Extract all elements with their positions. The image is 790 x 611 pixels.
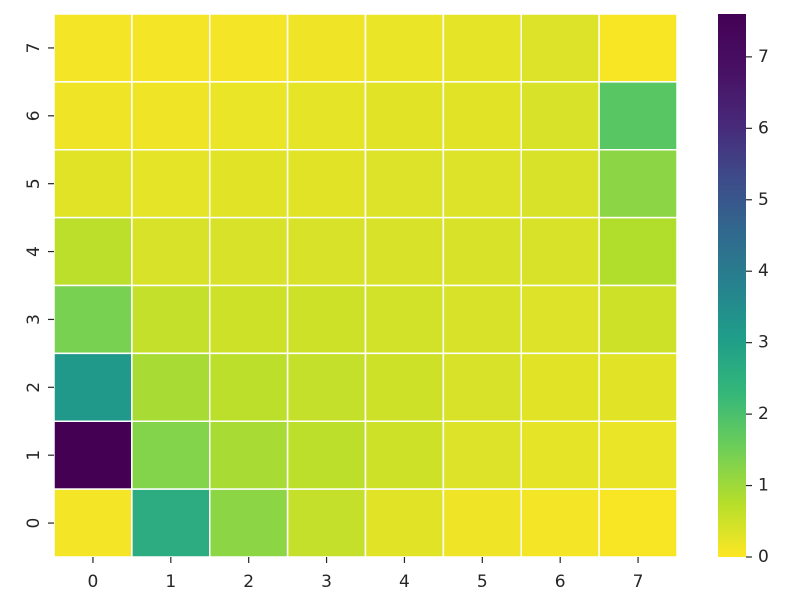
x-tick-label: 3 <box>321 572 332 592</box>
colorbar-tick-label: 0 <box>758 547 769 567</box>
x-tick-label: 0 <box>88 572 99 592</box>
x-tick-label: 7 <box>633 572 644 592</box>
heatmap-cell-y5-x5 <box>442 149 522 219</box>
heatmap-cell-y5-x6 <box>520 149 600 219</box>
y-axis-ticks: 7 6 5 4 3 2 1 0 <box>24 43 54 529</box>
y-tick-label: 3 <box>24 314 44 325</box>
heatmap-cell-y4-x5 <box>442 216 522 287</box>
heatmap-cell-y7-x0 <box>53 13 133 83</box>
heatmap-cell-y4-x2 <box>209 216 289 287</box>
colorbar-tick-label: 1 <box>758 476 769 496</box>
x-tick-label: 1 <box>165 572 176 592</box>
x-tick-label: 6 <box>555 572 566 592</box>
heatmap-cell-y0-x1 <box>131 488 211 558</box>
heatmap-cell-y6-x2 <box>209 81 289 151</box>
heatmap-cell-y3-x1 <box>131 284 211 355</box>
heatmap-cell-y2-x4 <box>364 352 445 422</box>
colorbar-tick-label: 7 <box>758 47 769 67</box>
heatmap-cell-y1-x5 <box>442 420 522 490</box>
heatmap-cell-y6-x0 <box>53 81 133 151</box>
heatmap-cell-y1-x1 <box>131 420 211 490</box>
colorbar <box>718 14 746 557</box>
heatmap-cell-y7-x5 <box>442 13 522 83</box>
heatmap-cell-y0-x6 <box>520 488 600 558</box>
heatmap-cell-y3-x3 <box>286 284 367 355</box>
heatmap-cell-y0-x5 <box>442 488 522 558</box>
colorbar-tick-label: 5 <box>758 190 769 210</box>
y-tick-label: 5 <box>24 178 44 189</box>
y-tick-label: 6 <box>24 110 44 121</box>
heatmap-cell-y4-x0 <box>53 216 133 287</box>
x-tick-label: 4 <box>399 572 410 592</box>
heatmap-cell-y4-x3 <box>286 216 367 287</box>
heatmap-cell-y3-x7 <box>598 284 678 355</box>
heatmap-cell-y7-x1 <box>131 13 211 83</box>
heatmap-cell-y6-x7 <box>598 81 678 151</box>
heatmap-cell-y5-x0 <box>53 149 133 219</box>
heatmap-cell-y0-x2 <box>209 488 289 558</box>
heatmap-cell-y1-x3 <box>286 420 367 490</box>
heatmap-cell-y5-x3 <box>286 149 367 219</box>
colorbar-tick-label: 6 <box>758 118 769 138</box>
heatmap-cell-y5-x2 <box>209 149 289 219</box>
x-tick-label: 5 <box>477 572 488 592</box>
heatmap-cell-y1-x0 <box>53 420 133 490</box>
heatmap-cell-y6-x1 <box>131 81 211 151</box>
heatmap-cell-y0-x7 <box>598 488 678 558</box>
colorbar-tick-label: 3 <box>758 333 769 353</box>
heatmap-cell-y7-x6 <box>520 13 600 83</box>
heatmap-cell-y0-x3 <box>286 488 367 558</box>
y-tick-label: 0 <box>24 518 44 529</box>
heatmap-cell-y6-x3 <box>286 81 367 151</box>
heatmap-cell-y1-x6 <box>520 420 600 490</box>
heatmap-cell-y5-x4 <box>364 149 445 219</box>
heatmap-cell-y3-x0 <box>53 284 133 355</box>
colorbar-tick-label: 2 <box>758 404 769 424</box>
heatmap-cell-y4-x1 <box>131 216 211 287</box>
heatmap-cell-y4-x4 <box>364 216 445 287</box>
heatmap-cell-y0-x4 <box>364 488 445 558</box>
heatmap-cell-y3-x5 <box>442 284 522 355</box>
heatmap-cell-y6-x4 <box>364 81 445 151</box>
heatmap-cell-y7-x2 <box>209 13 289 83</box>
heatmap-cell-y5-x7 <box>598 149 678 219</box>
colorbar-ticks: 0 1 2 3 4 5 6 7 <box>746 47 769 567</box>
heatmap-cell-y3-x4 <box>364 284 445 355</box>
y-tick-label: 7 <box>24 43 44 54</box>
heatmap-cell-y2-x7 <box>598 352 678 422</box>
heatmap-cell-y1-x2 <box>209 420 289 490</box>
heatmap-cell-y1-x4 <box>364 420 445 490</box>
heatmap-cell-y4-x7 <box>598 216 678 287</box>
y-tick-label: 4 <box>24 246 44 257</box>
heatmap-cell-y4-x6 <box>520 216 600 287</box>
heatmap-cell-y0-x0 <box>53 488 133 558</box>
heatmap-cell-y1-x7 <box>598 420 678 490</box>
heatmap-cell-y6-x6 <box>520 81 600 151</box>
heatmap-cell-y3-x6 <box>520 284 600 355</box>
heatmap-cell-y2-x0 <box>53 352 133 422</box>
heatmap-cell-y2-x2 <box>209 352 289 422</box>
heatmap-cells <box>53 13 678 558</box>
heatmap-cell-y7-x3 <box>286 13 367 83</box>
heatmap-cell-y5-x1 <box>131 149 211 219</box>
heatmap-cell-y6-x5 <box>442 81 522 151</box>
y-tick-label: 1 <box>24 450 44 461</box>
x-axis-ticks: 0 1 2 3 4 5 6 7 <box>88 557 644 592</box>
y-tick-label: 2 <box>24 382 44 393</box>
heatmap-cell-y2-x1 <box>131 352 211 422</box>
heatmap-cell-y3-x2 <box>209 284 289 355</box>
heatmap-cell-y7-x7 <box>598 13 678 83</box>
heatmap-cell-y7-x4 <box>364 13 445 83</box>
colorbar-tick-label: 4 <box>758 261 769 281</box>
heatmap-cell-y2-x3 <box>286 352 367 422</box>
x-tick-label: 2 <box>243 572 254 592</box>
heatmap-cell-y2-x6 <box>520 352 600 422</box>
heatmap-cell-y2-x5 <box>442 352 522 422</box>
